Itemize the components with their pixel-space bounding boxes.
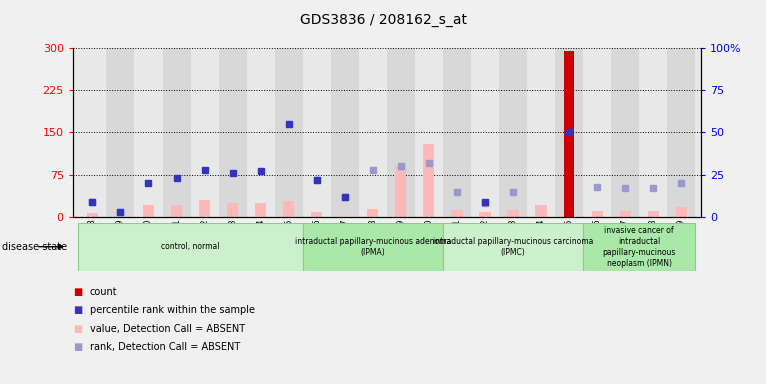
Bar: [620, 211, 630, 217]
Bar: [535, 205, 547, 217]
Bar: [135, 48, 162, 217]
Text: rank, Detection Call = ABSENT: rank, Detection Call = ABSENT: [90, 342, 240, 352]
Bar: [471, 48, 499, 217]
Bar: [358, 48, 387, 217]
Bar: [583, 223, 696, 271]
Bar: [527, 48, 555, 217]
Bar: [227, 203, 238, 217]
Bar: [676, 207, 687, 217]
Bar: [667, 48, 696, 217]
Bar: [591, 211, 603, 217]
Bar: [565, 51, 574, 217]
Text: ■: ■: [73, 287, 82, 297]
Bar: [303, 223, 443, 271]
Bar: [387, 48, 415, 217]
Bar: [639, 48, 667, 217]
Bar: [451, 210, 463, 217]
Bar: [647, 211, 659, 217]
Bar: [367, 209, 378, 217]
Bar: [78, 48, 106, 217]
Bar: [303, 48, 331, 217]
Bar: [171, 205, 182, 217]
Bar: [255, 203, 267, 217]
Bar: [162, 48, 191, 217]
Text: ■: ■: [73, 305, 82, 315]
Bar: [611, 48, 639, 217]
Bar: [247, 48, 275, 217]
Bar: [78, 223, 303, 271]
Text: intraductal papillary-mucinous adenoma
(IPMA): intraductal papillary-mucinous adenoma (…: [295, 237, 451, 257]
Bar: [218, 48, 247, 217]
Text: value, Detection Call = ABSENT: value, Detection Call = ABSENT: [90, 324, 245, 334]
Bar: [199, 200, 210, 217]
Text: count: count: [90, 287, 117, 297]
Text: invasive cancer of
intraductal
papillary-mucinous
neoplasm (IPMN): invasive cancer of intraductal papillary…: [603, 225, 676, 268]
Text: ■: ■: [73, 342, 82, 352]
Bar: [583, 48, 611, 217]
Text: control, normal: control, normal: [162, 242, 220, 251]
Bar: [106, 48, 135, 217]
Bar: [507, 210, 519, 217]
Text: disease state: disease state: [2, 242, 67, 252]
Bar: [443, 223, 583, 271]
Bar: [191, 48, 218, 217]
Bar: [311, 212, 322, 217]
Bar: [87, 213, 98, 217]
Bar: [443, 48, 471, 217]
Bar: [555, 48, 583, 217]
Text: intraductal papillary-mucinous carcinoma
(IPMC): intraductal papillary-mucinous carcinoma…: [433, 237, 593, 257]
Text: ■: ■: [73, 324, 82, 334]
Bar: [480, 212, 490, 217]
Bar: [415, 48, 443, 217]
Bar: [499, 48, 527, 217]
Text: GDS3836 / 208162_s_at: GDS3836 / 208162_s_at: [300, 13, 466, 27]
Text: percentile rank within the sample: percentile rank within the sample: [90, 305, 254, 315]
Bar: [331, 48, 358, 217]
Bar: [275, 48, 303, 217]
Bar: [283, 201, 294, 217]
Bar: [143, 205, 154, 217]
Bar: [424, 144, 434, 217]
Bar: [395, 166, 407, 217]
